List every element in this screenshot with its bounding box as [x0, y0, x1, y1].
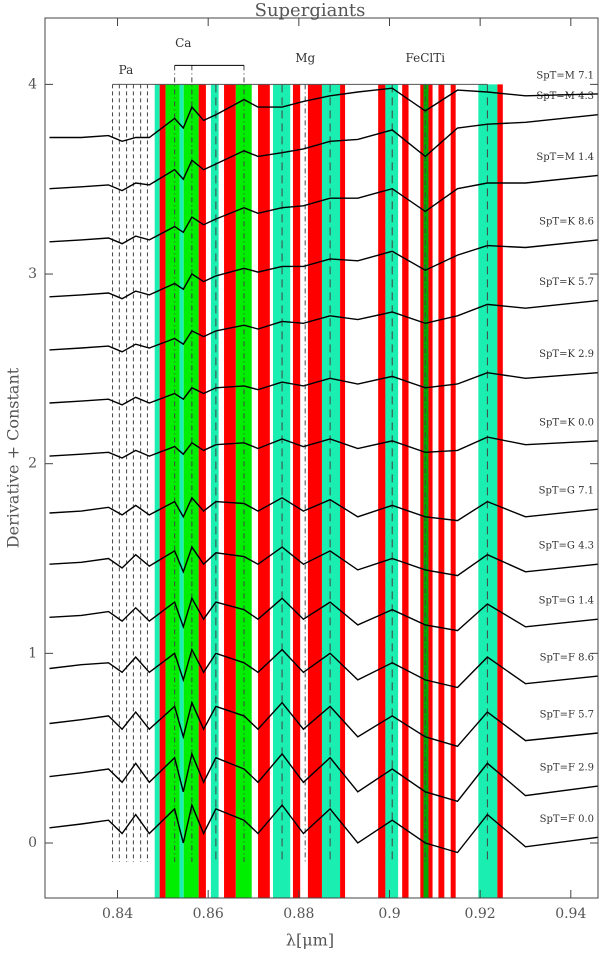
feature-label: Ca — [175, 36, 191, 50]
series-label: SpT=K 8.6 — [539, 216, 594, 227]
y-tick-label: 4 — [28, 76, 37, 92]
feature-label: Mg — [295, 51, 315, 65]
spectrum-line — [49, 239, 599, 300]
band — [159, 84, 166, 898]
band — [224, 84, 236, 898]
band — [402, 84, 409, 898]
spectrum-line — [49, 87, 599, 143]
x-tick-label: 0.9 — [378, 906, 400, 922]
y-tick-label: 2 — [28, 456, 37, 472]
band — [258, 84, 270, 898]
band — [321, 84, 341, 898]
series-label: SpT=F 8.6 — [540, 653, 594, 664]
band — [183, 84, 199, 898]
series-label: SpT=K 0.0 — [539, 417, 594, 428]
x-axis-label: λ[μm] — [286, 931, 334, 950]
series-label: SpT=F 2.9 — [540, 763, 594, 774]
spectrum-line — [49, 371, 599, 406]
band — [340, 84, 346, 898]
band — [165, 84, 180, 898]
y-tick-label: 3 — [28, 266, 37, 282]
x-tick-label: 0.94 — [555, 906, 586, 922]
band — [420, 84, 424, 898]
spectrum-line — [49, 299, 599, 353]
spectrum-line — [49, 545, 599, 577]
spectrum-line — [49, 647, 599, 689]
x-tick-label: 0.86 — [193, 906, 224, 922]
band — [235, 84, 252, 898]
series-label: SpT=G 7.1 — [539, 486, 594, 497]
series-label: SpT=M 4.3 — [536, 91, 594, 102]
band — [179, 84, 184, 898]
band — [423, 84, 429, 898]
band — [210, 84, 219, 898]
chart-title: Supergiants — [255, 0, 366, 21]
band — [154, 84, 160, 898]
x-tick-label: 0.92 — [465, 906, 496, 922]
band — [378, 84, 386, 898]
plot-frame — [44, 17, 599, 899]
x-tick-label: 0.88 — [283, 906, 314, 922]
series-label: SpT=K 2.9 — [539, 349, 594, 360]
band — [292, 84, 301, 898]
series-label: SpT=M 1.4 — [536, 152, 594, 163]
band — [497, 84, 503, 898]
series-label: SpT=G 1.4 — [539, 596, 594, 607]
series-label: SpT=K 5.7 — [539, 277, 594, 288]
y-tick-label: 0 — [28, 835, 37, 851]
y-axis-label: Derivative + Constant — [4, 367, 23, 548]
band — [428, 84, 433, 898]
y-tick-label: 1 — [28, 645, 37, 661]
series-label: SpT=F 5.7 — [540, 710, 594, 721]
series-label: SpT=M 7.1 — [536, 70, 594, 81]
feature-label: FeClTi — [405, 51, 445, 65]
band — [438, 84, 445, 898]
spectrum-line — [49, 700, 599, 748]
band — [307, 84, 322, 898]
spectrum-line — [49, 596, 599, 632]
band — [198, 84, 206, 898]
band — [450, 84, 456, 898]
spectrum-line — [49, 751, 599, 803]
spectrum-line — [49, 114, 599, 192]
series-label: SpT=F 0.0 — [540, 814, 594, 825]
spectrum-line — [49, 436, 599, 459]
spectrum-line — [49, 496, 599, 522]
spectrum-line — [49, 802, 599, 854]
feature-label: Pa — [119, 63, 134, 77]
x-tick-label: 0.84 — [102, 906, 133, 922]
series-label: SpT=G 4.3 — [539, 541, 594, 552]
spectrum-line — [49, 174, 599, 245]
